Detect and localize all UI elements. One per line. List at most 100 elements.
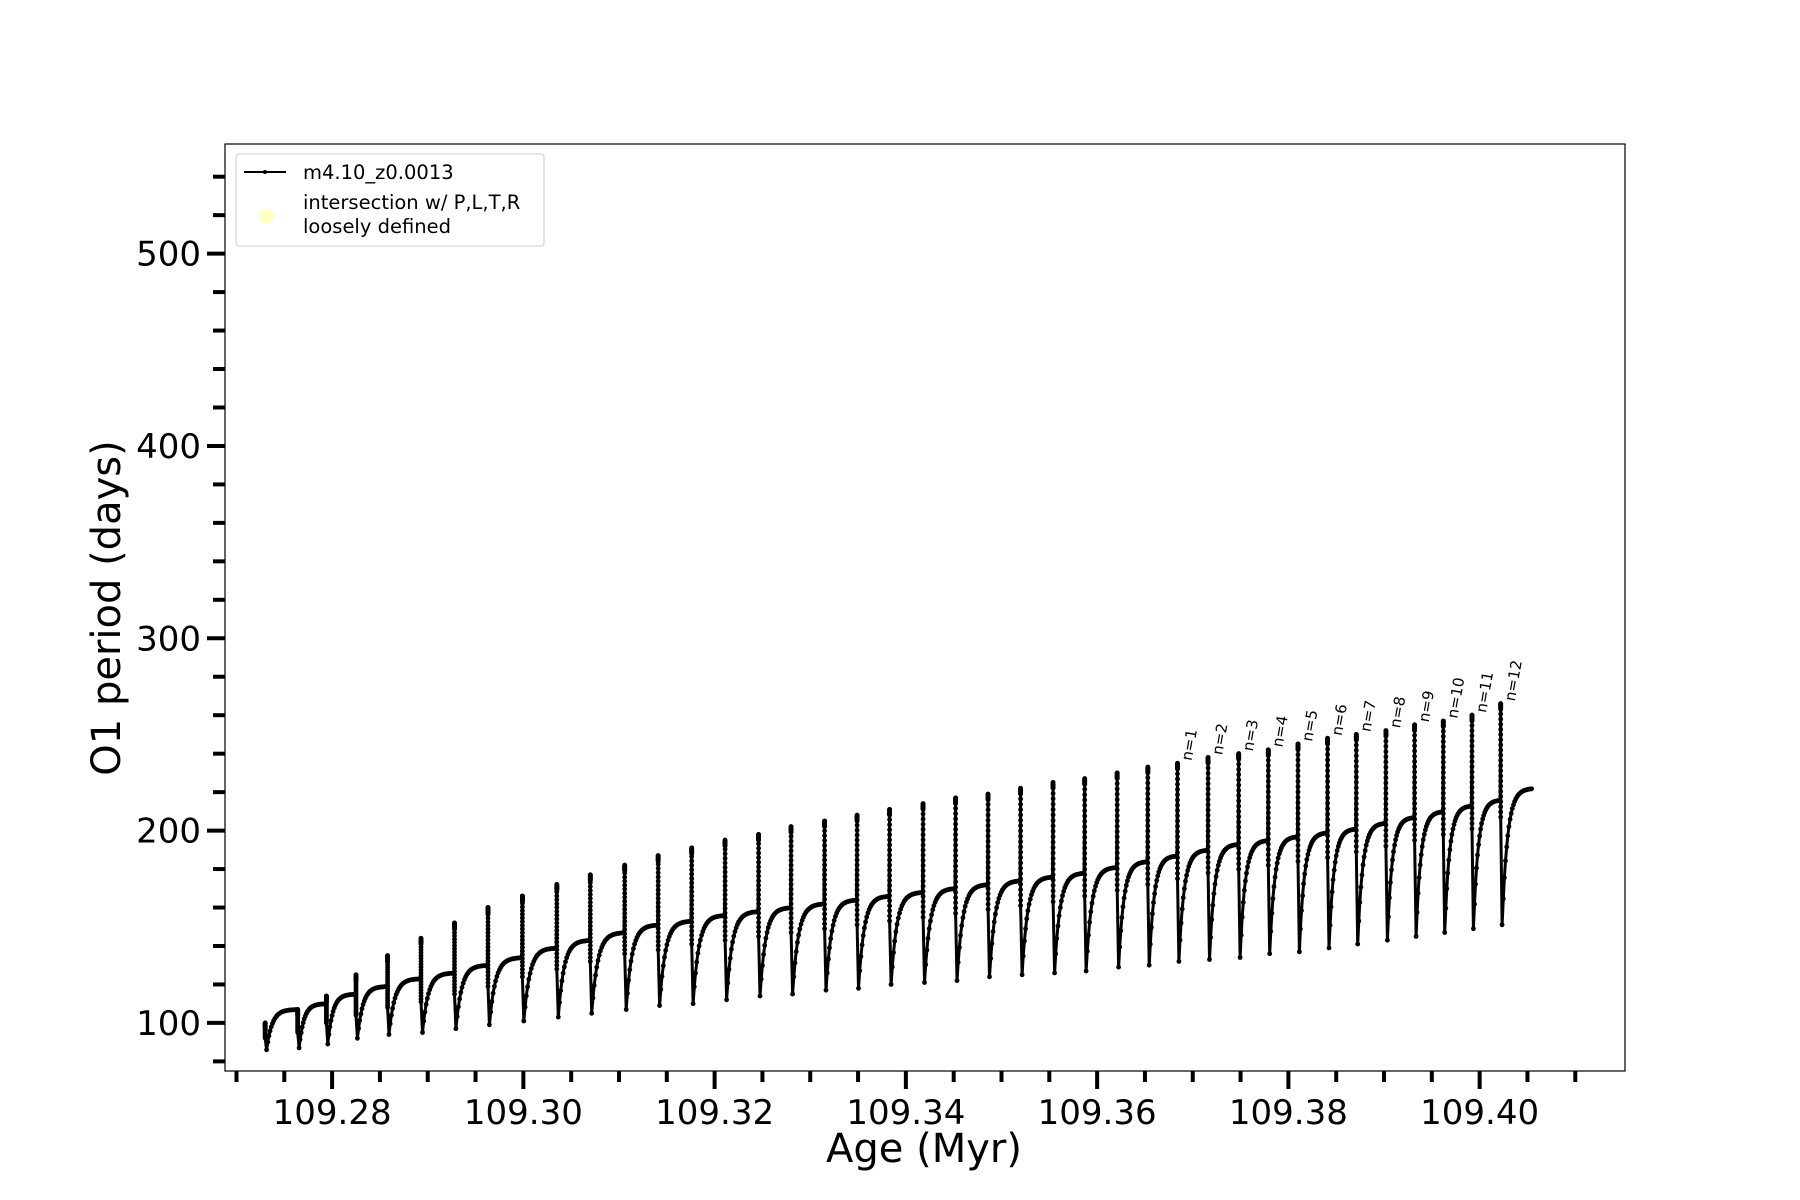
- data-point: [328, 1018, 334, 1023]
- data-point: [953, 853, 958, 858]
- data-point: [689, 902, 695, 908]
- data-point: [1145, 802, 1151, 807]
- data-point: [1265, 763, 1271, 768]
- data-point: [655, 891, 661, 897]
- data-point: [860, 933, 866, 938]
- data-point: [887, 812, 892, 817]
- data-point: [854, 857, 860, 863]
- data-point: [1086, 932, 1091, 938]
- data-point: [1018, 855, 1023, 860]
- data-point: [1236, 793, 1242, 798]
- data-point: [1469, 743, 1475, 749]
- data-point: [1353, 753, 1359, 759]
- data-point: [485, 912, 491, 918]
- data-point: [587, 892, 593, 897]
- data-point: [587, 955, 593, 960]
- data-point: [1018, 876, 1023, 882]
- data-point: [659, 974, 665, 979]
- data-point: [1478, 826, 1483, 832]
- data-point: [756, 864, 761, 870]
- data-point: [989, 941, 995, 946]
- data-point: [557, 1000, 562, 1005]
- data-point: [520, 941, 525, 947]
- data-point: [1325, 795, 1330, 801]
- data-point: [1018, 881, 1023, 887]
- data-point: [1018, 833, 1023, 839]
- data-point: [1145, 860, 1151, 866]
- data-point: [887, 807, 892, 812]
- data-point: [631, 946, 636, 951]
- data-point: [587, 919, 593, 925]
- data-point: [756, 924, 761, 930]
- data-point: [622, 870, 628, 876]
- data-point: [1498, 768, 1504, 774]
- data-point: [1295, 837, 1301, 843]
- data-point: [1363, 842, 1369, 848]
- data-point: [1205, 807, 1211, 813]
- data-point: [1054, 936, 1060, 941]
- data-point: [1529, 786, 1534, 792]
- data-point: [1449, 832, 1455, 837]
- data-point: [953, 816, 958, 822]
- data-point: [528, 966, 534, 971]
- data-point: [1383, 775, 1389, 781]
- data-point: [356, 1026, 361, 1031]
- data-point: [622, 899, 628, 904]
- data-point: [554, 932, 560, 937]
- data-point: [1082, 802, 1088, 808]
- data-point: [295, 1030, 301, 1035]
- data-point: [1082, 818, 1088, 824]
- data-point: [1205, 844, 1211, 850]
- data-point: [1500, 896, 1506, 902]
- data-point: [554, 893, 560, 899]
- data-point: [1018, 860, 1023, 866]
- data-point: [887, 867, 892, 873]
- data-point: [1265, 847, 1271, 852]
- data-point: [554, 962, 560, 968]
- data-point: [459, 984, 465, 990]
- data-point: [520, 963, 525, 969]
- annotation-label: n=8: [1386, 695, 1409, 729]
- data-point: [1412, 764, 1417, 770]
- data-point: [520, 967, 525, 972]
- data-point: [1295, 757, 1301, 763]
- data-point: [788, 862, 794, 868]
- data-point: [985, 817, 991, 823]
- data-point: [756, 915, 761, 921]
- data-point: [458, 990, 464, 995]
- data-point: [757, 993, 763, 999]
- data-point: [1236, 756, 1242, 762]
- data-point: [1412, 837, 1417, 843]
- data-point: [1150, 911, 1155, 917]
- data-point: [1184, 872, 1189, 878]
- data-point: [1412, 806, 1417, 812]
- data-point: [1353, 833, 1359, 839]
- data-point: [1469, 779, 1475, 785]
- data-point: [1353, 748, 1359, 753]
- legend-entry-2-label-line-1: intersection w/ P,L,T,R: [303, 191, 520, 214]
- data-point: [961, 909, 967, 914]
- data-point: [827, 945, 832, 951]
- data-point: [1327, 922, 1333, 928]
- x-axis: 109.28 109.30 109.32 109.34 109.36 109.38 109.…: [234, 1071, 1578, 1133]
- data-point: [1265, 852, 1271, 858]
- data-point: [655, 887, 661, 893]
- data-point: [1205, 865, 1211, 871]
- data-point: [722, 937, 728, 943]
- data-point: [494, 974, 500, 979]
- data-point: [1236, 850, 1242, 856]
- data-point: [622, 866, 628, 872]
- data-point: [1205, 797, 1211, 802]
- data-point: [722, 869, 728, 875]
- data-point: [423, 1002, 429, 1007]
- data-point: [764, 930, 770, 935]
- data-point: [655, 934, 661, 940]
- data-point: [953, 842, 958, 848]
- data-point: [485, 930, 491, 935]
- data-point: [1389, 867, 1394, 873]
- data-point: [959, 923, 965, 929]
- data-point: [1175, 776, 1180, 782]
- data-point: [731, 933, 737, 939]
- data-point: [1383, 822, 1389, 828]
- data-point: [1472, 901, 1477, 907]
